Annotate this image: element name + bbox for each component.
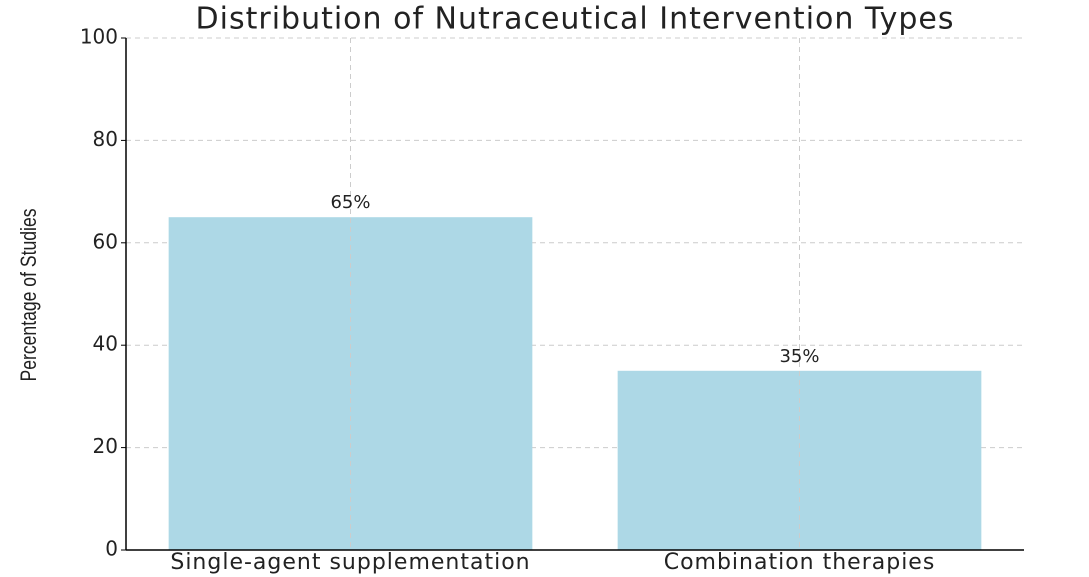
x-tick-label: Single-agent supplementation [170, 550, 530, 575]
y-tick-label: 100 [80, 25, 118, 49]
y-axis-label: Percentage of Studies [17, 208, 41, 381]
y-tick-label: 40 [93, 332, 118, 356]
value-label: 65% [330, 192, 370, 213]
x-tick-label: Combination therapies [664, 550, 936, 575]
y-tick-label: 0 [105, 537, 118, 561]
chart-title: Distribution of Nutraceutical Interventi… [196, 2, 955, 37]
y-tick-label: 20 [93, 434, 118, 458]
bar [617, 370, 982, 550]
value-label: 35% [779, 346, 819, 367]
y-tick-label: 60 [93, 229, 118, 253]
y-tick-label: 80 [93, 127, 118, 151]
